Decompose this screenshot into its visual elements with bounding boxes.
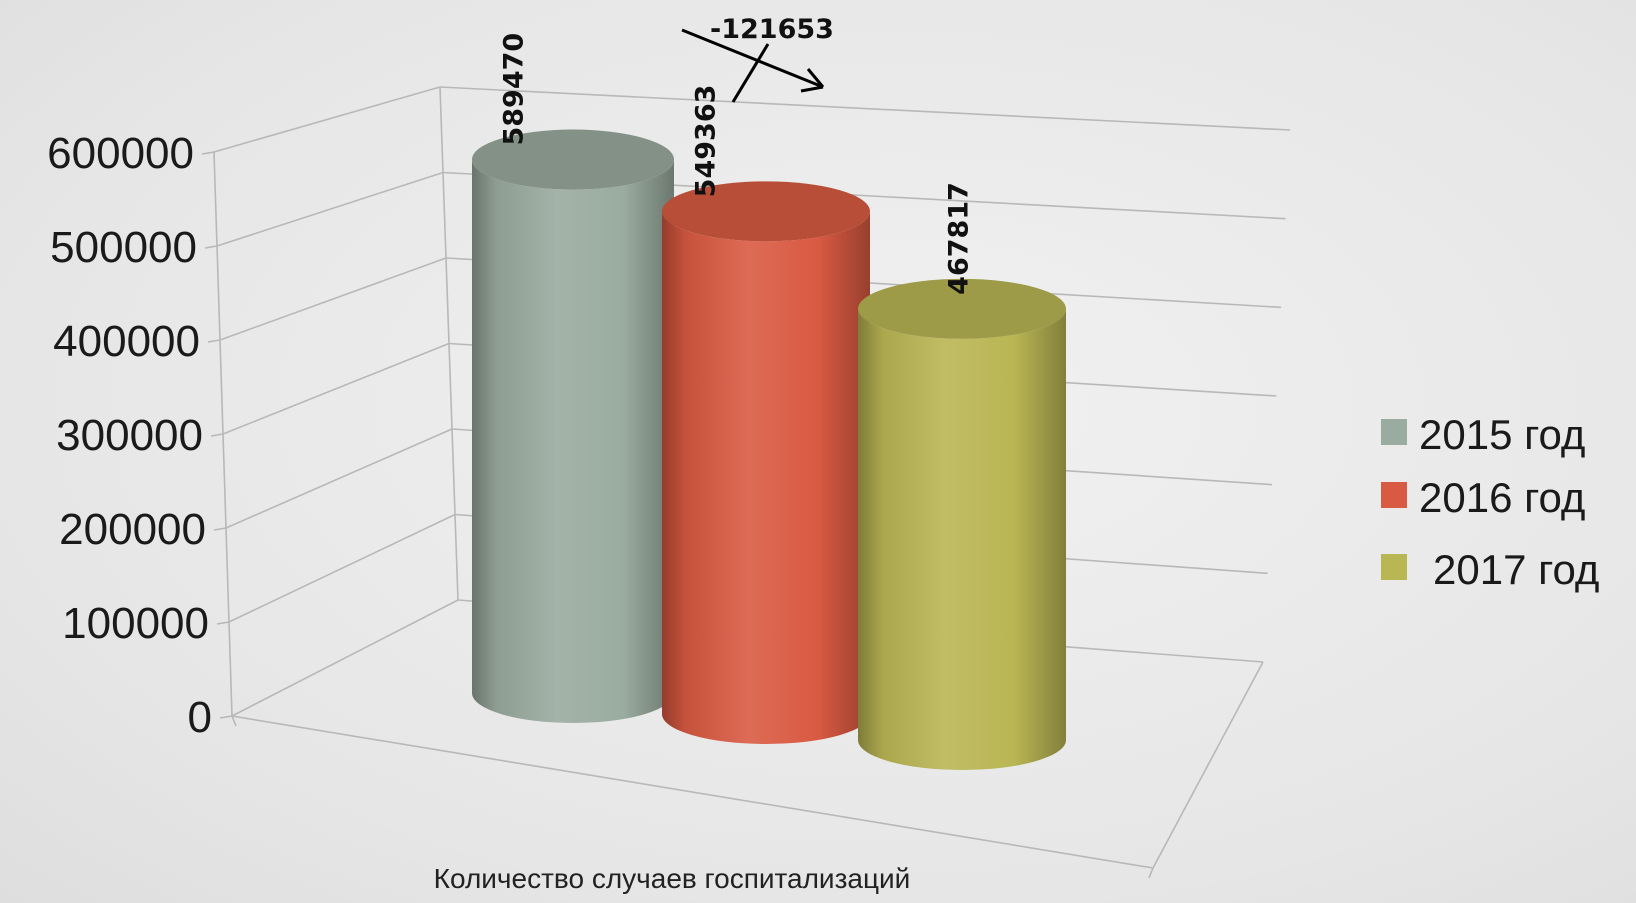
y-axis-back-edge — [439, 86, 459, 601]
y-tick-mark — [210, 433, 224, 437]
annotation-arrow-line — [681, 28, 824, 89]
grid-line-side — [228, 513, 456, 623]
grid-line-side — [219, 257, 447, 341]
x-tick-mark — [1148, 867, 1154, 879]
data-label-2015: 589470 — [499, 33, 530, 146]
y-tick-mark — [204, 245, 218, 249]
y-axis-front-edge — [213, 151, 233, 717]
grid-line-side — [213, 86, 441, 153]
legend-label: 2017 год — [1433, 546, 1599, 593]
y-tick-label: 0 — [188, 693, 212, 742]
legend-swatch — [1381, 419, 1407, 445]
y-tick-label: 200000 — [59, 505, 206, 554]
y-tick-label: 400000 — [53, 317, 200, 366]
data-label-2016: 549363 — [691, 85, 722, 198]
bar-top-2015 — [472, 129, 674, 190]
y-tick-label: 500000 — [50, 223, 197, 272]
y-tick-label: 600000 — [47, 129, 194, 178]
y-tick-mark — [219, 715, 233, 719]
grid-line-side — [222, 342, 450, 435]
floor-front-edge — [231, 715, 1154, 869]
grid-line-back — [439, 86, 1291, 131]
floor-right-edge — [1152, 661, 1264, 869]
chart-bars — [472, 129, 1066, 770]
x-tick-mark — [231, 715, 237, 727]
grid-line-side — [216, 171, 444, 247]
y-tick-mark — [216, 621, 230, 625]
annotation-arrow-head — [800, 68, 825, 93]
legend-swatch — [1381, 554, 1407, 580]
y-tick-mark — [207, 339, 221, 343]
y-tick-label: 100000 — [62, 599, 209, 648]
data-labels: 589470 549363 467817 — [499, 33, 975, 295]
change-annotation: -121653 — [681, 14, 834, 103]
annotation-slash — [731, 43, 770, 103]
data-label-2017: 467817 — [944, 182, 975, 295]
grid-line-side — [231, 599, 459, 717]
bar-2016 — [662, 211, 870, 744]
annotation-text: -121653 — [710, 14, 834, 45]
legend-label: 2015 год — [1419, 411, 1585, 458]
bar-2017 — [858, 308, 1066, 770]
y-tick-label: 300000 — [56, 411, 203, 460]
bar-top-2017 — [858, 278, 1066, 339]
bar-2015 — [472, 159, 674, 723]
bar-top-2016 — [662, 181, 870, 242]
legend: 2015 год 2016 год 2017 год — [1381, 411, 1599, 593]
y-tick-mark — [201, 151, 215, 155]
legend-swatch — [1381, 482, 1407, 508]
legend-label: 2016 год — [1419, 474, 1585, 521]
x-axis-title: Количество случаев госпитализаций — [434, 863, 911, 894]
y-tick-mark — [213, 527, 227, 531]
grid-line-side — [225, 428, 453, 529]
y-axis-ticks: 0 100000 200000 300000 400000 500000 600000 — [47, 129, 212, 742]
